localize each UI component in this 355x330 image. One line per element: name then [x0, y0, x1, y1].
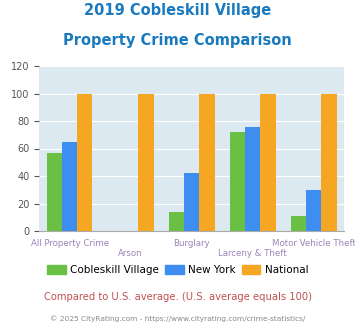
Bar: [306, 190, 322, 231]
Text: Property Crime Comparison: Property Crime Comparison: [63, 33, 292, 48]
Bar: [169, 212, 184, 231]
Text: Motor Vehicle Theft: Motor Vehicle Theft: [272, 239, 355, 248]
Bar: [184, 173, 200, 231]
Bar: [245, 126, 261, 231]
Legend: Cobleskill Village, New York, National: Cobleskill Village, New York, National: [43, 261, 312, 280]
Text: Compared to U.S. average. (U.S. average equals 100): Compared to U.S. average. (U.S. average …: [44, 292, 311, 302]
Text: Burglary: Burglary: [173, 239, 210, 248]
Bar: [200, 93, 214, 231]
Bar: [138, 93, 153, 231]
Text: All Property Crime: All Property Crime: [31, 239, 109, 248]
Bar: [62, 142, 77, 231]
Text: Arson: Arson: [118, 249, 143, 258]
Bar: [77, 93, 92, 231]
Bar: [261, 93, 275, 231]
Bar: [230, 132, 245, 231]
Text: 2019 Cobleskill Village: 2019 Cobleskill Village: [84, 3, 271, 18]
Bar: [322, 93, 337, 231]
Bar: [291, 216, 306, 231]
Bar: [47, 152, 62, 231]
Text: © 2025 CityRating.com - https://www.cityrating.com/crime-statistics/: © 2025 CityRating.com - https://www.city…: [50, 315, 305, 322]
Text: Larceny & Theft: Larceny & Theft: [218, 249, 287, 258]
